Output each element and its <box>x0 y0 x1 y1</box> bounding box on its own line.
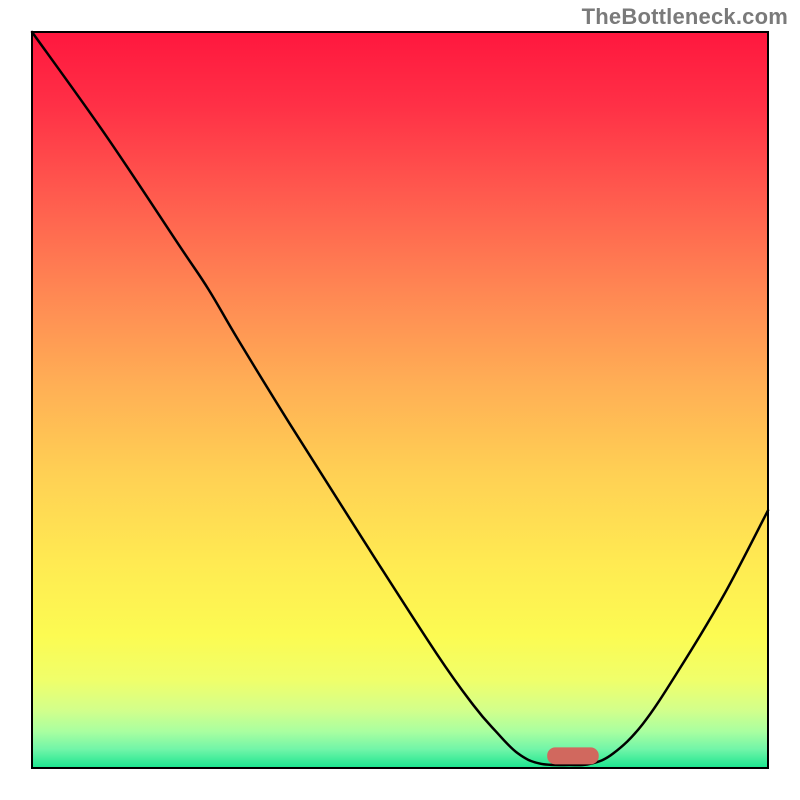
chart-container: TheBottleneck.com <box>0 0 800 800</box>
optimal-marker <box>547 747 599 764</box>
watermark: TheBottleneck.com <box>582 4 788 30</box>
plot-background <box>32 32 768 768</box>
bottleneck-chart <box>0 0 800 800</box>
